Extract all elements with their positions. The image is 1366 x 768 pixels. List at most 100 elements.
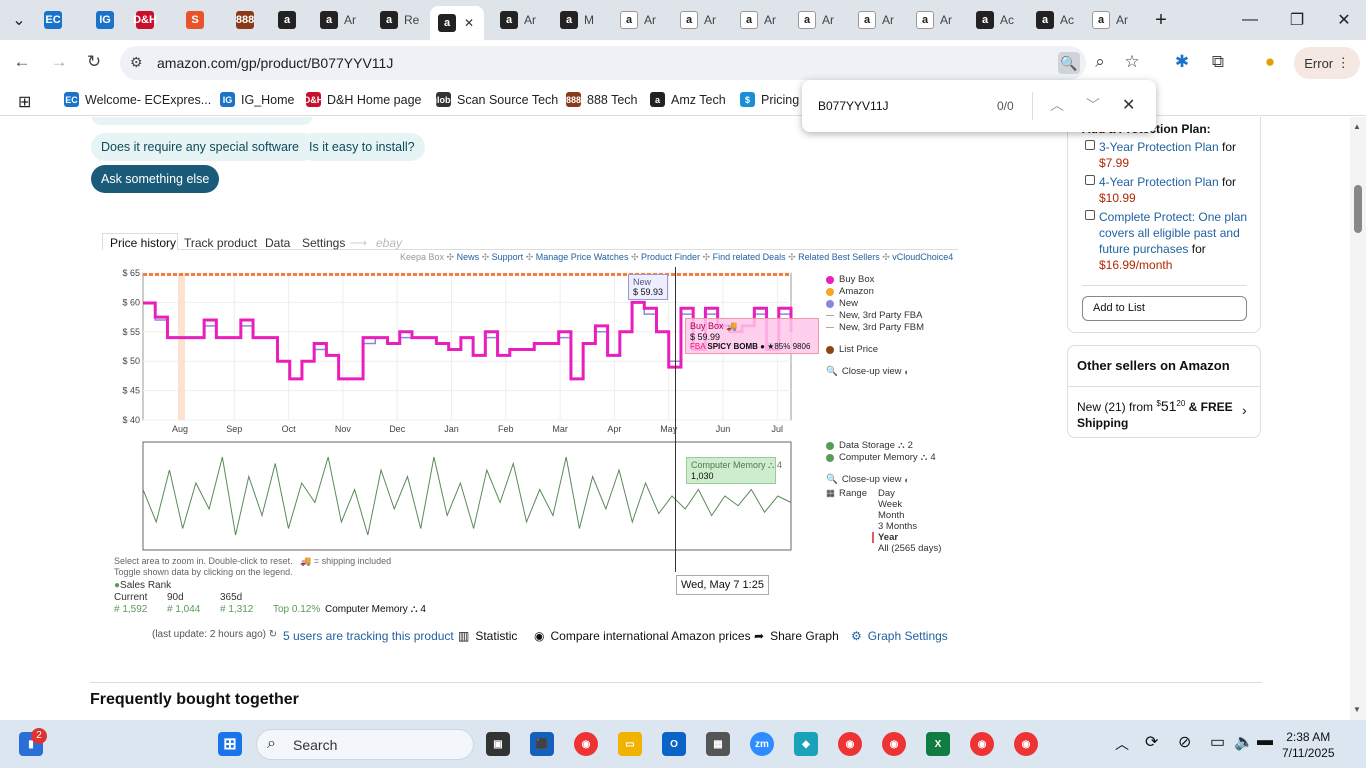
compare-link[interactable]: ◉ Compare international Amazon prices xyxy=(534,629,751,643)
app-icon[interactable]: ◆ xyxy=(794,732,818,756)
bookmark-star-icon[interactable]: ☆ xyxy=(1124,52,1140,71)
keepa-link-5[interactable]: Related Best Sellers xyxy=(798,252,880,262)
keepa-link-4[interactable]: Find related Deals xyxy=(712,252,786,262)
range-option-1[interactable]: Week xyxy=(878,499,903,510)
close-up-toggle-price[interactable]: 🔍 Close-up view ◐ xyxy=(826,366,910,377)
tray-chevron-icon[interactable]: ︿ xyxy=(1115,736,1129,752)
tab-6[interactable]: a Ar xyxy=(320,6,370,34)
range-option-4[interactable]: Year xyxy=(872,532,898,543)
keepa-link-0[interactable]: News xyxy=(456,252,480,262)
apps-grid-icon[interactable]: ⊞ xyxy=(18,94,32,111)
tray-display-icon[interactable]: ▭ xyxy=(1210,734,1226,751)
extension-icon[interactable]: ✱ xyxy=(1174,52,1190,71)
site-info-icon[interactable]: ⚙ xyxy=(130,54,143,70)
clock[interactable]: 2:38 AM 7/11/2025 xyxy=(1282,729,1335,761)
chrome-icon[interactable]: ◉ xyxy=(574,732,598,756)
bookmark-3[interactable]: globe Scan Source Tech xyxy=(432,92,558,107)
keepa-box-link[interactable]: Keepa Box xyxy=(400,252,445,262)
keepa-link-6[interactable]: vCloudChoice4 xyxy=(892,252,954,262)
close-window-icon[interactable]: ✕ xyxy=(1337,12,1351,29)
find-input[interactable]: B077YYV11J xyxy=(818,99,889,113)
reload-icon[interactable]: ↻ xyxy=(86,52,102,71)
tab-13[interactable]: a Ar xyxy=(740,6,790,34)
chrome-profile2-icon[interactable]: ◉ xyxy=(970,732,994,756)
tray-sync-icon[interactable]: ⟳ xyxy=(1145,734,1159,751)
tab-search-icon[interactable]: ⌄ xyxy=(12,12,26,29)
legend-price-1[interactable]: Amazon xyxy=(826,286,874,297)
tab-1[interactable]: IG xyxy=(96,6,146,34)
protection-checkbox[interactable] xyxy=(1085,140,1095,150)
protection-plan-2[interactable]: Complete Protect: One plan covers all el… xyxy=(1085,209,1255,273)
tab-14[interactable]: a Ar xyxy=(798,6,848,34)
protection-checkbox[interactable] xyxy=(1085,210,1095,220)
file-explorer-icon[interactable]: ▭ xyxy=(618,732,642,756)
profile-icon[interactable]: ● xyxy=(1264,52,1276,71)
extensions-puzzle-icon[interactable]: ⧉ xyxy=(1211,52,1225,71)
close-up-toggle-rank[interactable]: 🔍 Close-up view ◐ xyxy=(826,474,910,485)
bookmark-2[interactable]: D&H D&H Home page xyxy=(304,92,422,107)
protection-plan-link[interactable]: Complete Protect: One plan covers all el… xyxy=(1099,210,1248,256)
rank-series-computer-memory[interactable] xyxy=(142,456,792,536)
outlook-icon[interactable]: O xyxy=(662,732,686,756)
protection-plan-link[interactable]: 4-Year Protection Plan xyxy=(1099,175,1219,189)
bookmark-4[interactable]: 888 888 Tech xyxy=(566,92,638,107)
legend-price-3[interactable]: New, 3rd Party FBA xyxy=(826,310,922,321)
back-icon[interactable]: ← xyxy=(13,52,31,71)
bookmark-1[interactable]: IG IG_Home xyxy=(220,92,295,107)
question-chip-software[interactable]: Does it require any special software? xyxy=(91,133,316,161)
tab-19[interactable]: a Ar xyxy=(1092,6,1142,34)
zoom-icon[interactable]: ⌕ xyxy=(1095,52,1105,71)
excel-icon[interactable]: X xyxy=(926,732,950,756)
tab-0[interactable]: EC xyxy=(44,6,94,34)
tray-network-icon[interactable]: ⊘ xyxy=(1178,734,1192,751)
refresh-icon[interactable]: ↻ xyxy=(268,629,278,640)
legend-price-0[interactable]: Buy Box xyxy=(826,274,874,285)
forward-icon[interactable]: → xyxy=(50,52,68,71)
tab-9[interactable]: a Ar xyxy=(500,6,550,34)
error-button[interactable]: Error ⋮ xyxy=(1294,47,1360,79)
bookmark-0[interactable]: EC Welcome- ECExpres... xyxy=(64,92,211,107)
tab-18[interactable]: a Ac xyxy=(1036,6,1086,34)
share-graph-link[interactable]: ➦ Share Graph xyxy=(754,629,839,643)
tab-3[interactable]: S xyxy=(186,6,236,34)
chevron-right-icon[interactable]: › xyxy=(1242,402,1247,418)
scroll-down-icon[interactable]: ▼ xyxy=(1353,705,1361,714)
legend-rank-1[interactable]: Computer Memory ⛬ 4 xyxy=(826,452,936,463)
find-prev-icon[interactable]: ︿ xyxy=(1050,97,1064,113)
keepa-tab-track[interactable]: Track product xyxy=(184,236,257,250)
page-scrollbar[interactable]: ▲ ▼ xyxy=(1350,117,1366,720)
tab-16[interactable]: a Ar xyxy=(916,6,966,34)
rank-chart[interactable] xyxy=(110,440,810,552)
question-chip-install[interactable]: Is it easy to install? xyxy=(299,133,425,161)
keepa-tab-ebay[interactable]: ebay xyxy=(376,236,403,250)
ask-something-else-button[interactable]: Ask something else xyxy=(91,165,220,193)
minimize-icon[interactable]: — xyxy=(1242,11,1258,28)
protection-checkbox[interactable] xyxy=(1085,175,1095,185)
range-option-3[interactable]: 3 Months xyxy=(878,521,918,532)
question-chip-partial[interactable] xyxy=(92,117,312,125)
protection-plan-0[interactable]: 3-Year Protection Plan for $7.99 xyxy=(1085,139,1255,171)
keepa-link-3[interactable]: Product Finder xyxy=(641,252,701,262)
bookmark-5[interactable]: a Amz Tech xyxy=(650,92,726,107)
bookmark-6[interactable]: $ Pricing xyxy=(740,92,799,107)
other-sellers-offer[interactable]: New (21) from $5120 & FREE Shipping xyxy=(1077,396,1237,431)
tab-7[interactable]: a Re xyxy=(380,6,430,34)
address-bar[interactable]: ⚙ amazon.com/gp/product/B077YYV11J 🔍 xyxy=(120,46,1086,80)
protection-plan-1[interactable]: 4-Year Protection Plan for $10.99 xyxy=(1085,174,1255,206)
graph-settings-link[interactable]: ⚙ Graph Settings xyxy=(851,629,948,643)
protection-plan-link[interactable]: 3-Year Protection Plan xyxy=(1099,140,1219,154)
sales-rank-label[interactable]: ●Sales Rank xyxy=(114,580,172,591)
tray-battery-icon[interactable]: ▬ xyxy=(1257,732,1273,749)
maximize-icon[interactable]: ❐ xyxy=(1289,12,1305,29)
tab-2[interactable]: D&H xyxy=(133,6,186,34)
tab-close-icon[interactable]: ✕ xyxy=(464,16,475,30)
add-to-list-button[interactable]: Add to List xyxy=(1082,296,1247,321)
tab-12[interactable]: a Ar xyxy=(680,6,730,34)
range-option-0[interactable]: Day xyxy=(878,488,895,499)
zoom-app-icon[interactable]: zm xyxy=(750,732,774,756)
chrome-profile-icon[interactable]: ◉ xyxy=(838,732,862,756)
statistic-link[interactable]: ▥ Statistic xyxy=(458,629,517,643)
legend-price-4[interactable]: New, 3rd Party FBM xyxy=(826,322,924,333)
find-in-page-icon[interactable]: 🔍 xyxy=(1058,52,1080,74)
